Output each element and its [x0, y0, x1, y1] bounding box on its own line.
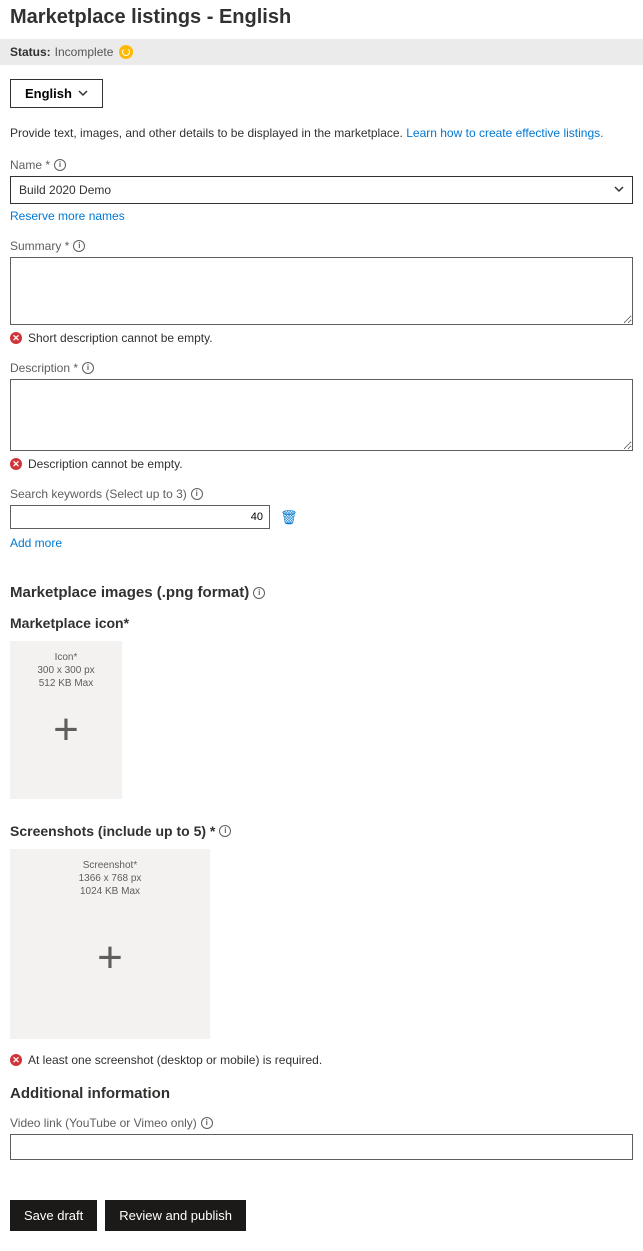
summary-label: Summary * i [10, 239, 633, 253]
page-title: Marketplace listings - English [10, 0, 633, 39]
language-dropdown[interactable]: English [10, 79, 103, 108]
keyword-row: 🗑 [10, 505, 633, 529]
status-label: Status: [10, 45, 51, 59]
error-icon: ✕ [10, 458, 22, 470]
language-label: English [25, 86, 72, 101]
info-icon[interactable]: i [73, 240, 85, 252]
name-label: Name * i [10, 158, 633, 172]
info-icon[interactable]: i [82, 362, 94, 374]
save-draft-button[interactable]: Save draft [10, 1200, 97, 1231]
marketplace-listing-page: Marketplace listings - English Status: I… [0, 0, 643, 1251]
keyword-input[interactable] [10, 505, 270, 529]
learn-link[interactable]: Learn how to create effective listings. [406, 126, 603, 140]
info-icon[interactable]: i [191, 488, 203, 500]
name-value: Build 2020 Demo [19, 183, 111, 197]
name-select[interactable]: Build 2020 Demo [10, 176, 633, 204]
images-section-title: Marketplace images (.png format) i [10, 584, 633, 601]
bottom-bar: Save draft Review and publish [10, 1200, 633, 1231]
trash-icon[interactable]: 🗑 [280, 509, 298, 526]
reserve-names-link[interactable]: Reserve more names [10, 209, 125, 223]
summary-textarea[interactable] [10, 257, 633, 325]
screenshot-meta: Screenshot* 1366 x 768 px 1024 KB Max [79, 859, 142, 898]
info-icon[interactable]: i [253, 587, 265, 599]
screenshot-error: ✕ At least one screenshot (desktop or mo… [10, 1053, 633, 1067]
icon-title: Marketplace icon* [10, 615, 633, 631]
info-icon[interactable]: i [201, 1117, 213, 1129]
chevron-down-icon [78, 86, 88, 101]
review-publish-button[interactable]: Review and publish [105, 1200, 246, 1231]
status-incomplete-icon [119, 45, 133, 59]
intro-text: Provide text, images, and other details … [10, 126, 633, 140]
error-icon: ✕ [10, 332, 22, 344]
description-label: Description * i [10, 361, 633, 375]
description-textarea[interactable] [10, 379, 633, 451]
error-icon: ✕ [10, 1054, 22, 1066]
plus-icon: + [97, 936, 123, 980]
info-icon[interactable]: i [219, 825, 231, 837]
chevron-down-icon [614, 183, 624, 197]
screenshots-title: Screenshots (include up to 5) * i [10, 823, 633, 839]
icon-meta: Icon* 300 x 300 px 512 KB Max [37, 651, 94, 690]
video-link-input[interactable] [10, 1134, 633, 1160]
plus-icon: + [53, 708, 79, 752]
keywords-label: Search keywords (Select up to 3) i [10, 487, 633, 501]
description-error: ✕ Description cannot be empty. [10, 457, 633, 471]
status-bar: Status: Incomplete [0, 39, 643, 65]
icon-upload-tile[interactable]: Icon* 300 x 300 px 512 KB Max + [10, 641, 122, 799]
video-label: Video link (YouTube or Vimeo only) i [10, 1116, 633, 1130]
info-icon[interactable]: i [54, 159, 66, 171]
screenshot-upload-tile[interactable]: Screenshot* 1366 x 768 px 1024 KB Max + [10, 849, 210, 1039]
additional-title: Additional information [10, 1085, 633, 1102]
add-more-link[interactable]: Add more [10, 536, 62, 550]
status-value: Incomplete [55, 45, 114, 59]
summary-error: ✕ Short description cannot be empty. [10, 331, 633, 345]
